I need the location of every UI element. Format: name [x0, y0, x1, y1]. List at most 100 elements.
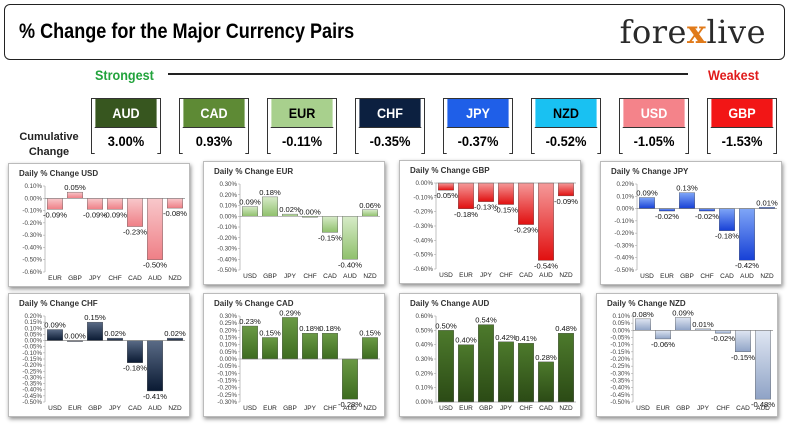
y-tick-label: -0.30%: [610, 370, 630, 377]
bar-aud: [538, 182, 554, 261]
bar-jpy: [87, 198, 103, 210]
currency-box-chf: CHF -0.35%: [355, 98, 425, 154]
x-category-label: EUR: [459, 272, 473, 279]
page-title: % Change for the Major Currency Pairs: [19, 20, 355, 43]
cumulative-change-value: -1.53%: [710, 127, 774, 154]
x-category-label: CAD: [539, 405, 553, 412]
bar-usd: [438, 330, 454, 403]
y-tick-label: 0.50%: [415, 327, 433, 334]
y-tick-label: -0.45%: [610, 392, 630, 399]
y-tick-label: 0.20%: [415, 370, 433, 377]
y-tick-label: -0.10%: [217, 370, 237, 377]
y-tick-label: 0.00%: [219, 356, 237, 363]
y-tick-label: 0.05%: [612, 320, 630, 327]
data-label: -0.06%: [651, 340, 675, 349]
data-label: 0.06%: [359, 201, 381, 210]
x-category-label: CAD: [720, 273, 734, 280]
y-tick-label: 0.25%: [219, 320, 237, 327]
chart-panel-nzd: Daily % Change NZD 0.10% 0.05% 0.00% -0.05% -…: [596, 293, 778, 417]
y-tick-label: 0.00%: [415, 180, 433, 187]
y-tick-label: -0.40%: [217, 256, 237, 263]
x-category-label: USD: [439, 272, 453, 279]
bar-chf: [715, 330, 731, 334]
data-label: -0.09%: [554, 197, 578, 206]
currency-code: CAD: [183, 99, 245, 127]
bar-cad: [735, 330, 751, 353]
cumulative-change-value: -0.11%: [270, 127, 334, 154]
y-tick-label: -0.20%: [22, 220, 42, 227]
x-category-label: CHF: [499, 272, 512, 279]
data-label: 0.13%: [676, 184, 698, 193]
x-category-label: NZD: [168, 275, 182, 282]
x-category-label: USD: [243, 273, 257, 280]
y-tick-label: -0.50%: [610, 399, 630, 406]
data-label: 0.09%: [44, 321, 66, 330]
y-tick-label: 0.05%: [24, 331, 42, 338]
bar-chart: Daily % Change NZD0.10%0.05%0.00%-0.05%-…: [607, 299, 775, 412]
x-category-label: JPY: [304, 405, 317, 412]
bar-jpy: [282, 213, 298, 217]
data-label: -0.15%: [731, 353, 755, 362]
y-tick-label: -0.15%: [217, 378, 237, 385]
y-tick-label: 0.10%: [24, 183, 42, 190]
data-label: -0.05%: [434, 191, 458, 200]
x-category-label: CHF: [700, 273, 713, 280]
bar-gbp: [282, 317, 298, 360]
data-label: -0.18%: [454, 210, 478, 219]
y-tick-label: 0.00%: [219, 213, 237, 220]
y-tick-label: -0.05%: [22, 344, 42, 351]
bar-chart: Daily % Change CHF0.20%0.15%0.10%0.05%0.…: [19, 299, 186, 412]
y-tick-label: -0.40%: [22, 244, 42, 251]
y-tick-label: -0.05%: [610, 335, 630, 342]
y-tick-label: -0.50%: [413, 252, 433, 259]
currency-box-jpy: JPY -0.37%: [443, 98, 513, 154]
data-label: -0.18%: [715, 232, 739, 241]
currency-box-usd: USD -1.05%: [619, 98, 689, 154]
y-tick-label: 0.05%: [219, 349, 237, 356]
bar-chart: Daily % Change AUD0.60%0.50%0.40%0.30%0.…: [410, 299, 577, 412]
x-category-label: AUD: [539, 272, 553, 279]
data-label: -0.08%: [163, 209, 187, 218]
y-tick-label: 0.00%: [24, 338, 42, 345]
y-tick-label: -0.50%: [22, 399, 42, 406]
y-tick-label: -0.05%: [217, 363, 237, 370]
data-label: -0.15%: [494, 206, 518, 215]
bar-cad: [538, 361, 554, 403]
data-label: -0.28%: [338, 400, 362, 409]
weakest-label: Weakest: [708, 67, 759, 83]
bar-usd: [47, 329, 63, 341]
data-label: 0.08%: [632, 310, 654, 319]
currency-box-gbp: GBP -1.53%: [707, 98, 777, 154]
currency-code: CHF: [359, 99, 421, 127]
bar-gbp: [262, 196, 278, 217]
x-category-label: GBP: [68, 275, 82, 282]
y-tick-label: 0.15%: [219, 335, 237, 342]
y-tick-label: -0.10%: [413, 194, 433, 201]
y-tick-label: -0.15%: [22, 356, 42, 363]
data-label: 0.50%: [435, 321, 457, 330]
x-category-label: EUR: [459, 405, 473, 412]
currency-box-eur: EUR -0.11%: [267, 98, 337, 154]
bar-chf: [107, 198, 123, 210]
data-label: 0.29%: [279, 308, 301, 317]
data-label: -0.23%: [123, 228, 147, 237]
header-banner: % Change for the Major Currency Pairs fo…: [4, 4, 785, 60]
bar-cad: [127, 340, 143, 363]
y-tick-label: -0.40%: [614, 255, 634, 262]
x-category-label: CAD: [128, 405, 142, 412]
x-category-label: NZD: [559, 272, 573, 279]
bar-chart: Daily % Change GBP 0.00% -0.10% -0.20% -0.30…: [410, 166, 578, 279]
bar-gbp: [67, 191, 83, 199]
x-category-label: GBP: [283, 405, 297, 412]
x-category-label: AUD: [148, 405, 162, 412]
bar-eur: [262, 337, 278, 360]
bar-nzd: [362, 337, 378, 360]
x-category-label: JPY: [500, 405, 513, 412]
y-tick-label: -0.30%: [614, 242, 634, 249]
y-tick-label: 0.30%: [415, 356, 433, 363]
y-tick-label: -0.20%: [610, 356, 630, 363]
cumulative-change-value: -0.35%: [358, 127, 422, 154]
currency-code: USD: [623, 99, 685, 127]
bar-gbp: [87, 321, 103, 341]
y-tick-label: -0.25%: [610, 363, 630, 370]
